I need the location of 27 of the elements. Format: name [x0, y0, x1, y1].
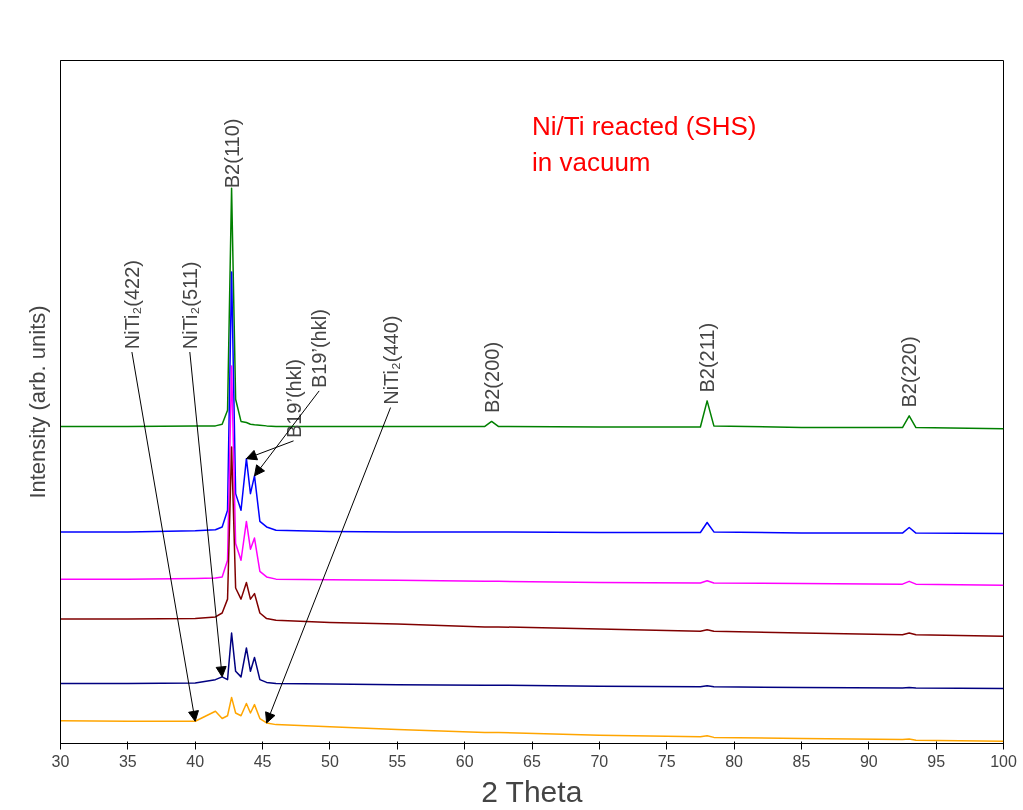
annotation: B19’(hkl): [308, 309, 331, 389]
x-tick-label: 80: [725, 752, 744, 770]
annotation: NiTi₂(422): [120, 259, 143, 350]
x-tick-label: 75: [657, 752, 676, 770]
x-tick-label: 95: [927, 752, 946, 770]
x-tick-label: 65: [523, 752, 541, 770]
x-tick-label: 30: [51, 752, 70, 770]
x-tick-label: 45: [253, 752, 272, 770]
x-tick-label: 40: [186, 752, 205, 770]
y-axis-title: Intensity (arb. units): [24, 305, 50, 499]
annotation: NiTi₂(511): [178, 261, 201, 350]
annotation: B19’(hkl): [282, 359, 305, 439]
x-tick-label: 35: [118, 752, 137, 770]
x-tick-label: 60: [455, 752, 474, 770]
x-tick-label: 85: [792, 752, 811, 770]
annotation: B2(110): [220, 118, 243, 189]
x-tick-label: 100: [990, 752, 1017, 770]
x-axis-title: 2 Theta: [481, 774, 583, 808]
x-tick-label: 50: [321, 752, 339, 770]
text: Ni/Ti reacted (SHS) in vacuum: [532, 111, 757, 178]
annotation: B2(211): [696, 322, 719, 393]
x-tick-label: 90: [859, 752, 878, 770]
annotation: NiTi₂(440): [379, 315, 402, 405]
x-tick-label: 55: [388, 752, 407, 770]
annotation: B2(200): [480, 341, 503, 414]
x-tick-label: 70: [590, 752, 609, 770]
annotation: B2(220): [898, 336, 921, 408]
